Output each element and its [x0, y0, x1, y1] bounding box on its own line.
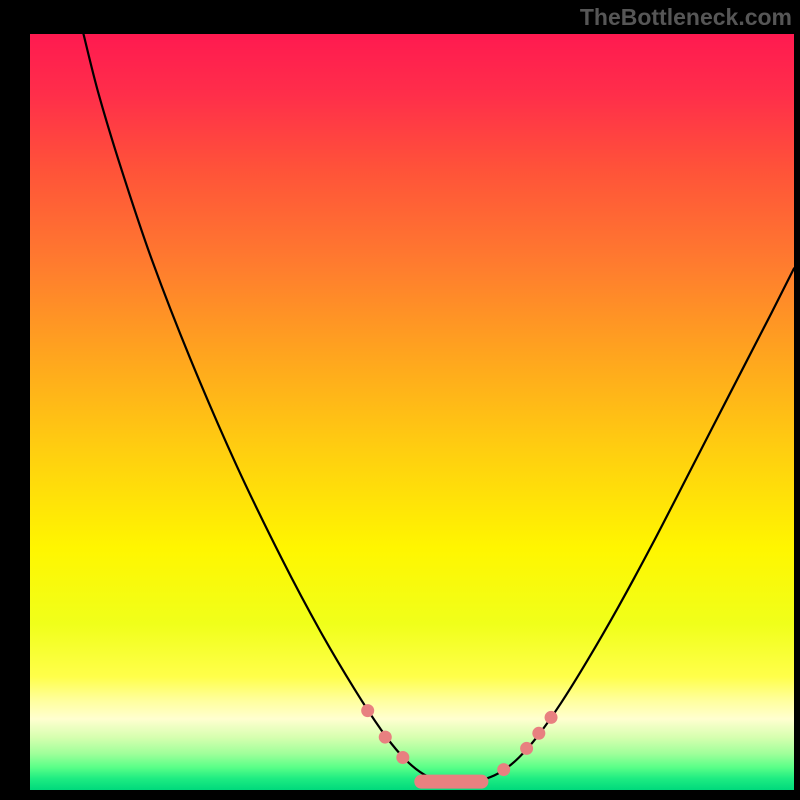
marker-dot — [361, 704, 374, 717]
marker-dot — [497, 763, 510, 776]
marker-dot — [379, 731, 392, 744]
watermark-text: TheBottleneck.com — [580, 4, 792, 31]
marker-pill — [414, 775, 488, 789]
highlight-markers — [30, 34, 794, 790]
chart-plot-area — [30, 34, 794, 790]
marker-dot — [545, 711, 558, 724]
marker-dot — [520, 742, 533, 755]
marker-dot — [532, 727, 545, 740]
marker-dot — [396, 751, 409, 764]
